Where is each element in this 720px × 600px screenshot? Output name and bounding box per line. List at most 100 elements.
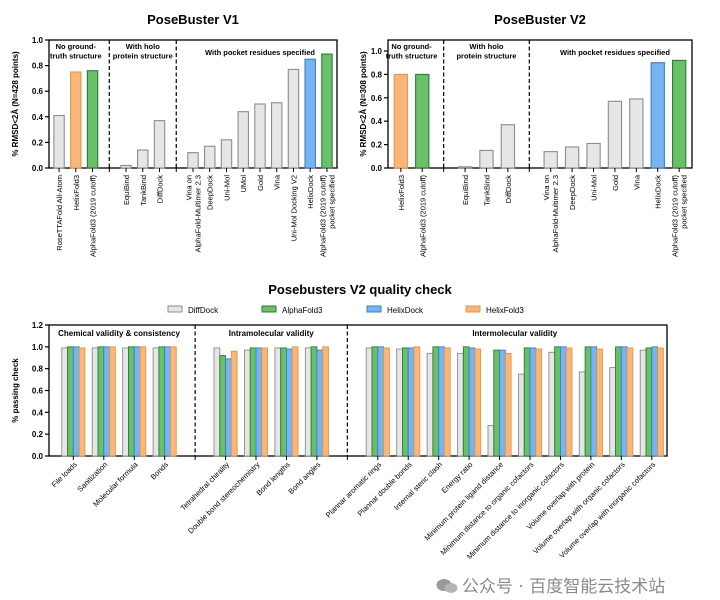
bar	[565, 347, 573, 457]
group-label: protein structure	[456, 52, 516, 61]
bar	[499, 349, 506, 457]
bar	[187, 152, 199, 169]
x-category-label: DiffDock	[504, 175, 513, 203]
bar	[500, 124, 516, 169]
x-category-label: AlphaFold3 (2019 cutoff)	[671, 174, 680, 257]
bar	[255, 347, 263, 457]
bar	[137, 149, 149, 169]
bar	[457, 166, 473, 169]
bar	[316, 349, 324, 457]
x-category-label: Uni-Mol	[590, 175, 599, 201]
chart-title: Posebusters V2 quality check	[268, 282, 452, 297]
x-category-label: RoseTTAFold All-Atom	[55, 175, 64, 251]
plot-frame	[387, 39, 693, 169]
bar	[650, 62, 665, 169]
x-category-label: Vina on	[542, 175, 551, 200]
bar	[457, 352, 464, 457]
x-category-label: AlphaFold-Multimer 2.3	[551, 175, 560, 253]
x-category-label: EquiBind	[122, 175, 131, 205]
x-category-label: Plannar double bonds	[356, 460, 414, 518]
legend-label: AlphaFold3	[282, 306, 323, 315]
y-axis-label: % RMSD<2Å (N=308 points)	[359, 51, 368, 157]
bar	[504, 352, 512, 457]
legend-label: HelixFold3	[486, 306, 524, 315]
bar	[584, 346, 592, 457]
bar	[523, 347, 531, 457]
bar	[393, 73, 409, 169]
bar	[493, 349, 501, 457]
x-category-label: AlphaFold3 (2019 cutoff)	[318, 174, 327, 257]
x-category-label: AlphaFold3 (2019 cutoff)	[89, 174, 98, 257]
bar	[444, 347, 451, 457]
bar	[620, 346, 628, 457]
group-label: Intermolecular validity	[472, 329, 557, 338]
bar	[122, 347, 129, 457]
bar	[426, 352, 434, 457]
y-tick-label: 0.8	[32, 365, 44, 374]
group-label: truth structure	[386, 52, 438, 61]
y-tick-label: 0.0	[32, 452, 44, 461]
bar	[413, 346, 421, 457]
wechat-icon	[436, 578, 458, 594]
bar	[153, 120, 166, 169]
bar	[287, 68, 300, 169]
legend-item: HelixFold3	[465, 305, 524, 315]
x-category-label: pocket specified	[680, 175, 689, 229]
y-tick-label: 1.0	[32, 36, 44, 45]
bar	[377, 346, 385, 457]
x-category-label: DeepDock	[568, 175, 577, 210]
x-category-label: UMol	[239, 175, 248, 193]
bar	[310, 346, 318, 457]
bar	[304, 58, 316, 169]
bar	[91, 347, 99, 457]
x-category-label: Gold	[256, 175, 265, 191]
bar	[274, 347, 282, 457]
bar	[468, 347, 476, 457]
x-category-label: DiffDock	[156, 175, 165, 203]
bar	[237, 111, 249, 169]
bar	[213, 347, 221, 457]
chart-title: PoseBuster V2	[494, 12, 586, 27]
bar	[219, 355, 227, 457]
x-category-label: TankBind	[139, 175, 148, 206]
legend-item: AlphaFold3	[261, 305, 323, 315]
bar	[204, 145, 216, 169]
bar	[152, 347, 160, 457]
bar	[270, 102, 283, 169]
bar	[596, 348, 603, 457]
bar	[548, 351, 556, 457]
bar	[70, 71, 82, 169]
bar	[559, 346, 567, 457]
bar	[86, 70, 99, 169]
legend-item: DiffDock	[167, 305, 219, 315]
bar	[321, 53, 333, 169]
legend-swatch	[167, 305, 183, 313]
chart-3: Posebusters V2 quality check DiffDock Alph…	[11, 282, 668, 561]
y-tick-label: 0.4	[32, 408, 44, 417]
x-category-label: Plannar aromatic rings	[324, 460, 384, 520]
bar	[578, 371, 586, 457]
bar	[225, 358, 232, 457]
bar	[590, 346, 598, 457]
bar	[645, 347, 653, 457]
group-label: With pocket residues specified	[560, 48, 670, 57]
bar	[371, 346, 379, 457]
x-category-label: pocket specified	[327, 175, 336, 229]
y-tick-label: 0.0	[371, 164, 383, 173]
bar	[401, 347, 409, 457]
bar	[407, 347, 415, 457]
bar	[651, 346, 659, 457]
bar	[322, 346, 329, 457]
group-label: Chemical validity & consistency	[58, 329, 180, 338]
bar	[365, 347, 373, 457]
x-category-label: EquiBind	[461, 175, 470, 205]
y-tick-label: 1.0	[371, 47, 383, 56]
bar	[629, 98, 644, 169]
x-category-label: TankBind	[482, 175, 491, 206]
x-category-label: Vina	[273, 174, 282, 190]
bar	[657, 347, 664, 457]
bar	[432, 346, 440, 457]
y-tick-label: 0.4	[32, 113, 44, 122]
bar	[120, 164, 132, 169]
bar	[78, 347, 86, 457]
